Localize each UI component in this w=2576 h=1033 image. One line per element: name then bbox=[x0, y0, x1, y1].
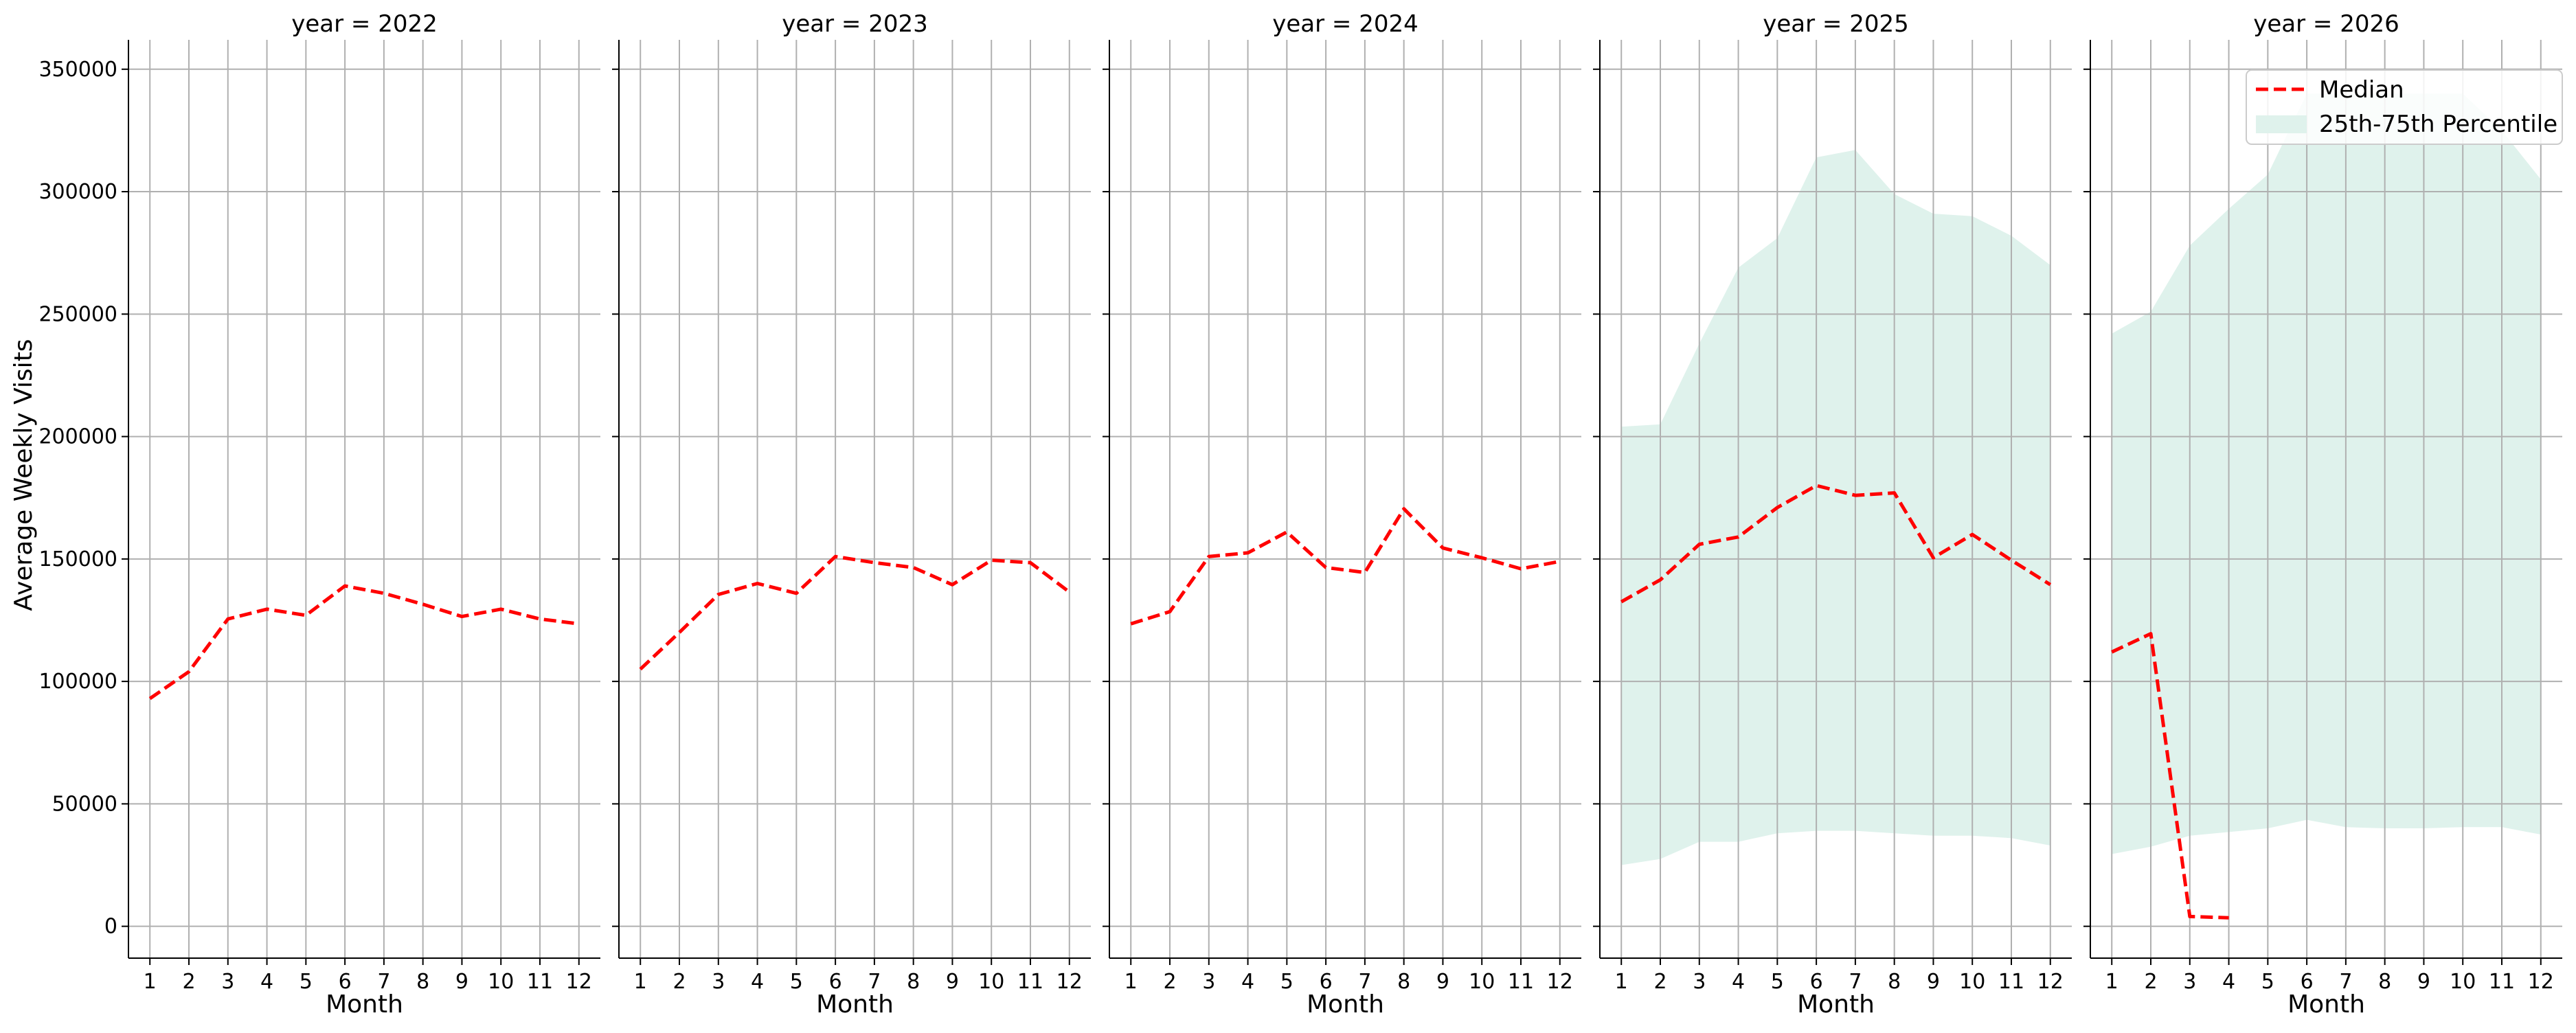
x-tick-label-0-2: 3 bbox=[221, 970, 234, 994]
x-tick-label-1-9: 10 bbox=[978, 970, 1004, 994]
x-tick-label-3-0: 1 bbox=[1615, 970, 1628, 994]
facet-title-3: year = 2025 bbox=[1763, 10, 1908, 38]
x-tick-label-0-6: 7 bbox=[377, 970, 390, 994]
x-axis-label-4: Month bbox=[2287, 990, 2365, 1019]
x-tick-label-0-1: 2 bbox=[182, 970, 195, 994]
x-tick-label-0-11: 12 bbox=[566, 970, 592, 994]
x-tick-label-0-0: 1 bbox=[144, 970, 157, 994]
y-tick-label-7: 350000 bbox=[38, 58, 117, 82]
median-line-2 bbox=[1130, 507, 1561, 626]
percentile-band-3 bbox=[1621, 150, 2050, 865]
x-tick-label-4-5: 6 bbox=[2301, 970, 2314, 994]
x-axis-label-3: Month bbox=[1797, 990, 1875, 1019]
facet-title-2: year = 2024 bbox=[1272, 10, 1418, 38]
x-tick-label-3-3: 4 bbox=[1732, 970, 1745, 994]
x-tick-label-2-11: 12 bbox=[1547, 970, 1573, 994]
y-tick-label-0: 0 bbox=[104, 915, 117, 939]
x-tick-label-2-10: 11 bbox=[1508, 970, 1534, 994]
y-tick-label-3: 150000 bbox=[38, 547, 117, 571]
x-tick-label-1-11: 12 bbox=[1057, 970, 1083, 994]
x-tick-label-1-10: 11 bbox=[1017, 970, 1043, 994]
y-tick-label-4: 200000 bbox=[38, 425, 117, 449]
x-tick-label-2-6: 7 bbox=[1358, 970, 1371, 994]
facet-title-0: year = 2022 bbox=[291, 10, 437, 38]
x-tick-label-0-10: 11 bbox=[527, 970, 553, 994]
x-tick-label-1-7: 8 bbox=[907, 970, 920, 994]
x-tick-label-3-10: 11 bbox=[1998, 970, 2024, 994]
x-tick-label-1-4: 5 bbox=[790, 970, 803, 994]
median-line-4 bbox=[2111, 632, 2229, 920]
x-tick-label-4-1: 2 bbox=[2144, 970, 2157, 994]
x-tick-label-3-2: 3 bbox=[1693, 970, 1706, 994]
x-tick-label-0-3: 4 bbox=[260, 970, 273, 994]
legend-band-label: 25th-75th Percentile bbox=[2319, 111, 2557, 138]
x-tick-label-2-8: 9 bbox=[1436, 970, 1449, 994]
x-tick-label-4-11: 12 bbox=[2528, 970, 2554, 994]
x-tick-label-1-0: 1 bbox=[634, 970, 647, 994]
x-tick-label-3-11: 12 bbox=[2037, 970, 2064, 994]
x-axis-label-0: Month bbox=[326, 990, 403, 1019]
x-tick-label-2-9: 10 bbox=[1469, 970, 1495, 994]
percentile-band-4 bbox=[2112, 93, 2541, 854]
facet-title-1: year = 2023 bbox=[782, 10, 927, 38]
legend-band-swatch bbox=[2256, 115, 2307, 133]
median-line-3 bbox=[1620, 484, 2052, 604]
legend-box bbox=[2246, 69, 2563, 145]
x-tick-label-0-5: 6 bbox=[339, 970, 352, 994]
x-tick-label-1-5: 6 bbox=[829, 970, 842, 994]
x-tick-label-2-1: 2 bbox=[1163, 970, 1176, 994]
legend-median-label: Median bbox=[2319, 76, 2404, 104]
x-tick-label-3-1: 2 bbox=[1653, 970, 1667, 994]
y-tick-label-5: 250000 bbox=[38, 302, 117, 326]
x-tick-label-2-0: 1 bbox=[1125, 970, 1138, 994]
x-tick-label-0-7: 8 bbox=[416, 970, 429, 994]
x-tick-label-4-10: 11 bbox=[2489, 970, 2515, 994]
y-tick-label-2: 100000 bbox=[38, 670, 117, 694]
x-tick-label-1-6: 7 bbox=[868, 970, 881, 994]
x-tick-label-4-7: 8 bbox=[2378, 970, 2391, 994]
x-tick-label-3-9: 10 bbox=[1959, 970, 1985, 994]
x-axis-label-1: Month bbox=[816, 990, 894, 1019]
x-tick-label-4-6: 7 bbox=[2339, 970, 2352, 994]
x-tick-label-3-5: 6 bbox=[1810, 970, 1823, 994]
x-tick-label-4-2: 3 bbox=[2183, 970, 2196, 994]
x-tick-label-2-2: 3 bbox=[1202, 970, 1215, 994]
y-axis-label: Average Weekly Visits bbox=[10, 339, 38, 611]
x-tick-label-1-2: 3 bbox=[712, 970, 725, 994]
y-tick-label-1: 50000 bbox=[52, 792, 117, 816]
x-tick-label-4-4: 5 bbox=[2261, 970, 2274, 994]
facet-title-4: year = 2026 bbox=[2253, 10, 2399, 38]
median-line-0 bbox=[148, 584, 580, 701]
x-tick-label-3-8: 9 bbox=[1927, 970, 1940, 994]
x-axis-label-2: Month bbox=[1307, 990, 1384, 1019]
x-tick-label-0-9: 10 bbox=[488, 970, 514, 994]
x-tick-label-4-8: 9 bbox=[2417, 970, 2430, 994]
x-tick-label-2-3: 4 bbox=[1241, 970, 1254, 994]
x-tick-label-4-0: 1 bbox=[2105, 970, 2119, 994]
x-tick-label-3-4: 5 bbox=[1771, 970, 1784, 994]
x-tick-label-4-3: 4 bbox=[2222, 970, 2235, 994]
x-tick-label-0-4: 5 bbox=[300, 970, 313, 994]
x-tick-label-2-5: 6 bbox=[1320, 970, 1333, 994]
x-tick-label-4-9: 10 bbox=[2450, 970, 2476, 994]
y-tick-label-6: 300000 bbox=[38, 180, 117, 204]
x-tick-label-3-7: 8 bbox=[1888, 970, 1901, 994]
x-tick-label-2-7: 8 bbox=[1397, 970, 1410, 994]
x-tick-label-0-8: 9 bbox=[455, 970, 468, 994]
median-line-1 bbox=[639, 554, 1071, 671]
x-tick-label-1-8: 9 bbox=[946, 970, 959, 994]
x-tick-label-1-1: 2 bbox=[673, 970, 686, 994]
x-tick-label-3-6: 7 bbox=[1849, 970, 1862, 994]
x-tick-label-1-3: 4 bbox=[751, 970, 764, 994]
x-tick-label-2-4: 5 bbox=[1280, 970, 1293, 994]
